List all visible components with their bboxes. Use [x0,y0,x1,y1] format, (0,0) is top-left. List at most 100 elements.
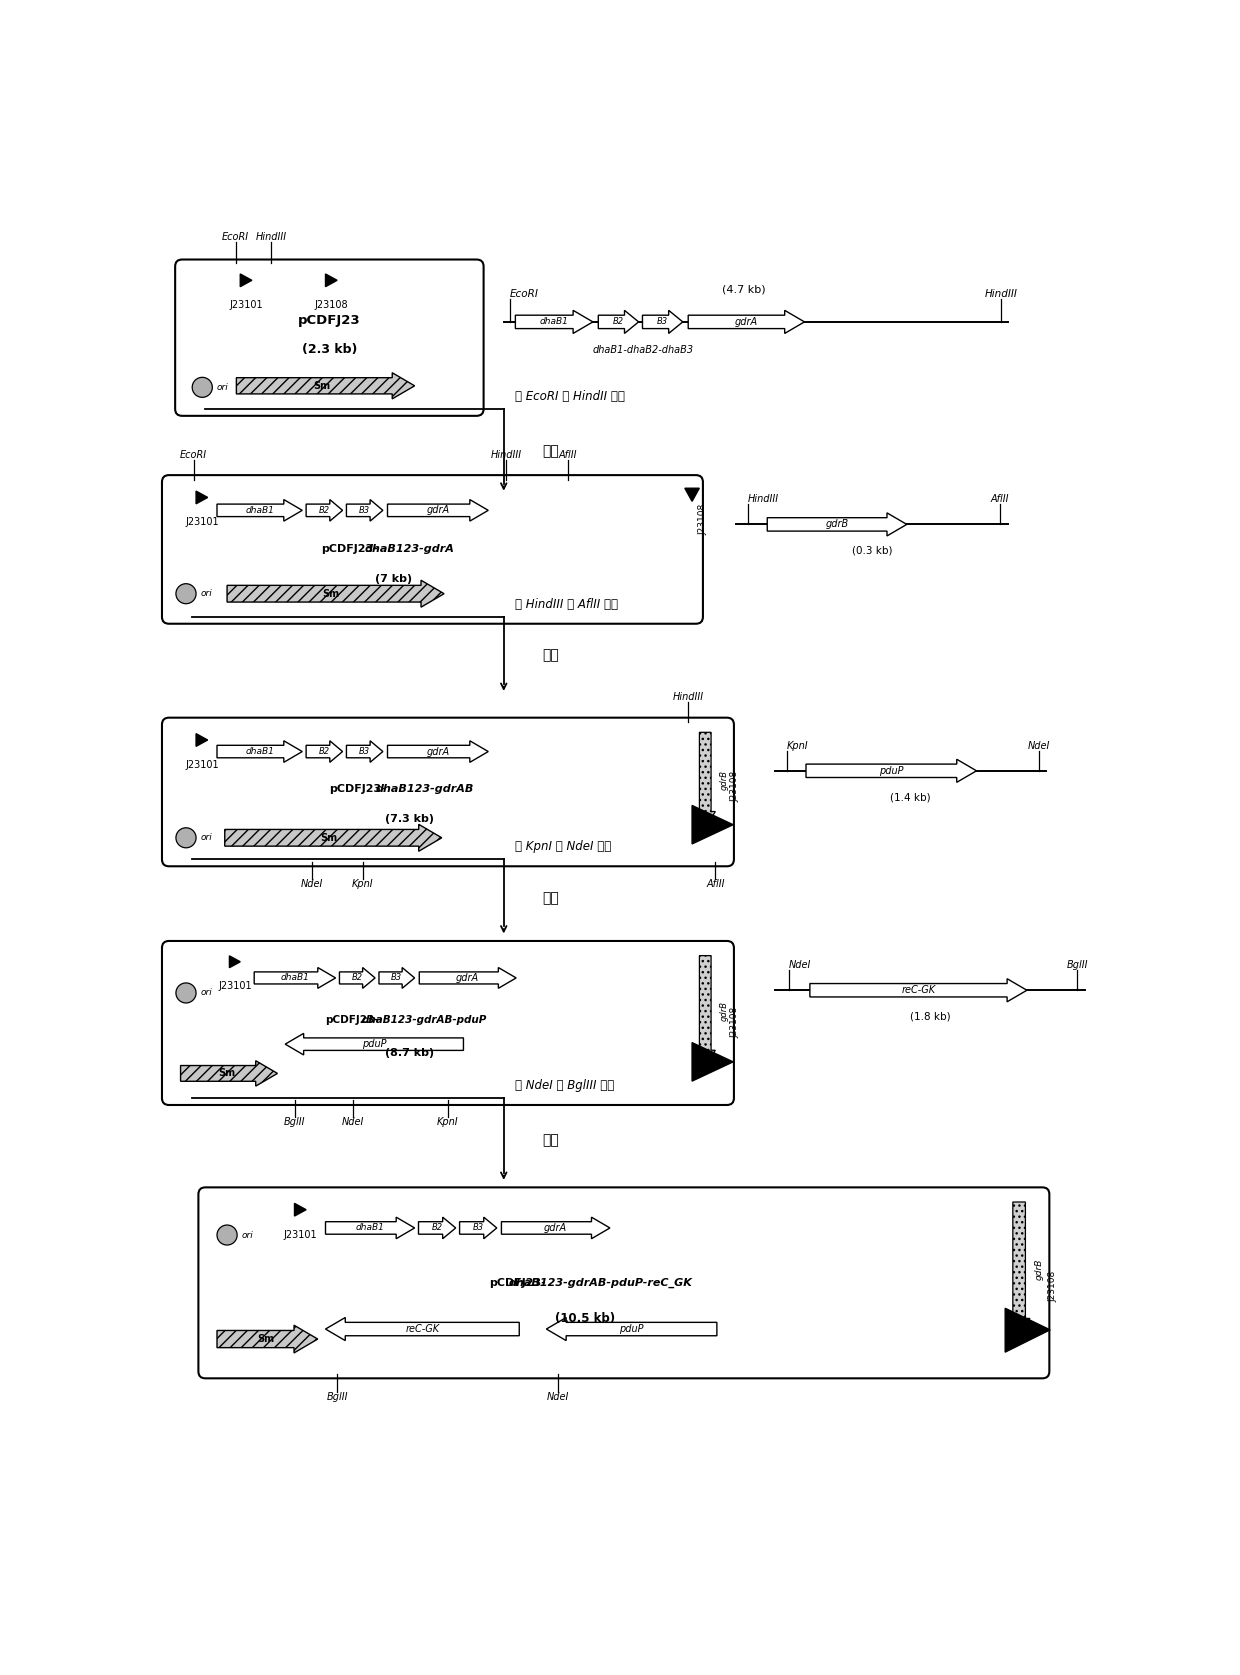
Text: 用 HindIII 和 AflII 酶切: 用 HindIII 和 AflII 酶切 [516,598,619,611]
Text: J23108: J23108 [1049,1271,1058,1301]
Text: AflII: AflII [706,879,724,889]
Text: dhaB1-dhaB2-dhaB3: dhaB1-dhaB2-dhaB3 [593,345,694,355]
Polygon shape [325,275,337,286]
Polygon shape [241,275,252,286]
Text: J23101: J23101 [284,1231,317,1241]
Text: AflII: AflII [559,449,578,459]
Polygon shape [1006,1308,1050,1352]
Text: pduP: pduP [362,1038,387,1049]
Text: J23108: J23108 [315,300,348,310]
Text: B3: B3 [360,747,371,755]
Text: dhaB1: dhaB1 [280,973,309,983]
Text: (0.3 kb): (0.3 kb) [852,546,892,556]
Text: dhaB123-gdrA: dhaB123-gdrA [365,544,454,554]
Text: reC-GK: reC-GK [405,1323,439,1333]
Polygon shape [217,740,303,762]
Polygon shape [806,759,977,782]
Text: 连接: 连接 [543,444,559,459]
Polygon shape [1008,1203,1030,1337]
Polygon shape [196,734,207,747]
Text: J23108: J23108 [730,1007,740,1038]
Text: pCDFJ23: pCDFJ23 [298,315,361,327]
Text: pCDFJ23-: pCDFJ23- [325,1015,378,1025]
Text: dhaB1: dhaB1 [356,1223,384,1233]
Polygon shape [387,740,489,762]
Text: (1.8 kb): (1.8 kb) [910,1012,950,1022]
Text: reC-GK: reC-GK [901,985,935,995]
Text: gdrB: gdrB [720,770,729,791]
Text: J23101: J23101 [229,300,263,310]
Polygon shape [387,499,489,521]
FancyBboxPatch shape [162,941,734,1106]
Polygon shape [692,1042,733,1080]
Circle shape [217,1224,237,1245]
Text: NdeI: NdeI [547,1392,569,1402]
Text: NdeI: NdeI [342,1117,365,1127]
Text: BglII: BglII [1066,960,1087,970]
Polygon shape [306,499,342,521]
Text: dhaB123-gdrAB-pduP: dhaB123-gdrAB-pduP [362,1015,487,1025]
Polygon shape [768,513,906,536]
Text: KpnI: KpnI [438,1117,459,1127]
Polygon shape [325,1218,414,1240]
Polygon shape [379,968,414,988]
Text: B3: B3 [392,973,402,983]
Text: pduP: pduP [619,1323,644,1333]
Text: gdrB: gdrB [826,519,848,529]
Text: HindIII: HindIII [491,449,522,459]
Text: ori: ori [201,590,212,598]
Text: J23108: J23108 [698,504,707,536]
Text: B3: B3 [472,1223,484,1233]
Text: B2: B2 [432,1223,443,1233]
Text: J23108: J23108 [730,770,740,802]
Text: Sm: Sm [257,1333,274,1343]
Text: NdeI: NdeI [789,960,811,970]
Circle shape [192,377,212,397]
Text: (10.5 kb): (10.5 kb) [556,1312,615,1325]
Text: B2: B2 [319,506,330,514]
Text: (1.4 kb): (1.4 kb) [890,792,931,802]
Text: gdrA: gdrA [456,973,480,983]
Polygon shape [346,740,383,762]
Text: pCDFJ23-: pCDFJ23- [329,784,386,794]
FancyBboxPatch shape [162,717,734,866]
Polygon shape [254,968,336,988]
Text: ori: ori [217,384,228,392]
Text: (7 kb): (7 kb) [376,575,412,585]
Text: NdeI: NdeI [1027,740,1050,750]
FancyBboxPatch shape [198,1188,1049,1379]
Text: gdrA: gdrA [544,1223,567,1233]
Text: KpnI: KpnI [786,740,808,750]
Text: EcoRI: EcoRI [180,449,207,459]
Text: J23101: J23101 [186,518,219,528]
FancyBboxPatch shape [175,260,484,415]
Polygon shape [516,310,593,333]
Circle shape [176,583,196,603]
Circle shape [176,827,196,848]
Text: dhaB1: dhaB1 [246,506,274,514]
Text: BglII: BglII [326,1392,348,1402]
Polygon shape [460,1218,497,1240]
Polygon shape [419,968,516,988]
Polygon shape [598,310,639,333]
Text: (7.3 kb): (7.3 kb) [384,814,434,824]
Text: dhaB1: dhaB1 [539,317,569,327]
Polygon shape [684,487,699,501]
Text: B2: B2 [319,747,330,755]
Polygon shape [419,1218,456,1240]
Polygon shape [224,824,441,851]
Text: gdrB: gdrB [1034,1258,1044,1280]
Text: EcoRI: EcoRI [222,231,249,241]
Polygon shape [285,1033,464,1055]
Text: pduP: pduP [879,765,904,776]
Text: gdrB: gdrB [720,1002,729,1022]
Text: gdrA: gdrA [735,317,758,327]
Text: KpnI: KpnI [352,879,373,889]
Text: Sm: Sm [314,380,331,390]
Text: dhaB123-gdrAB-pduP-reC_GK: dhaB123-gdrAB-pduP-reC_GK [508,1278,693,1288]
Text: HindIII: HindIII [748,494,779,504]
Text: 连接: 连接 [543,891,559,904]
Text: B2: B2 [613,317,624,327]
Polygon shape [642,310,683,333]
Text: 用 KpnI 和 NdeI 酶切: 用 KpnI 和 NdeI 酶切 [516,841,611,853]
